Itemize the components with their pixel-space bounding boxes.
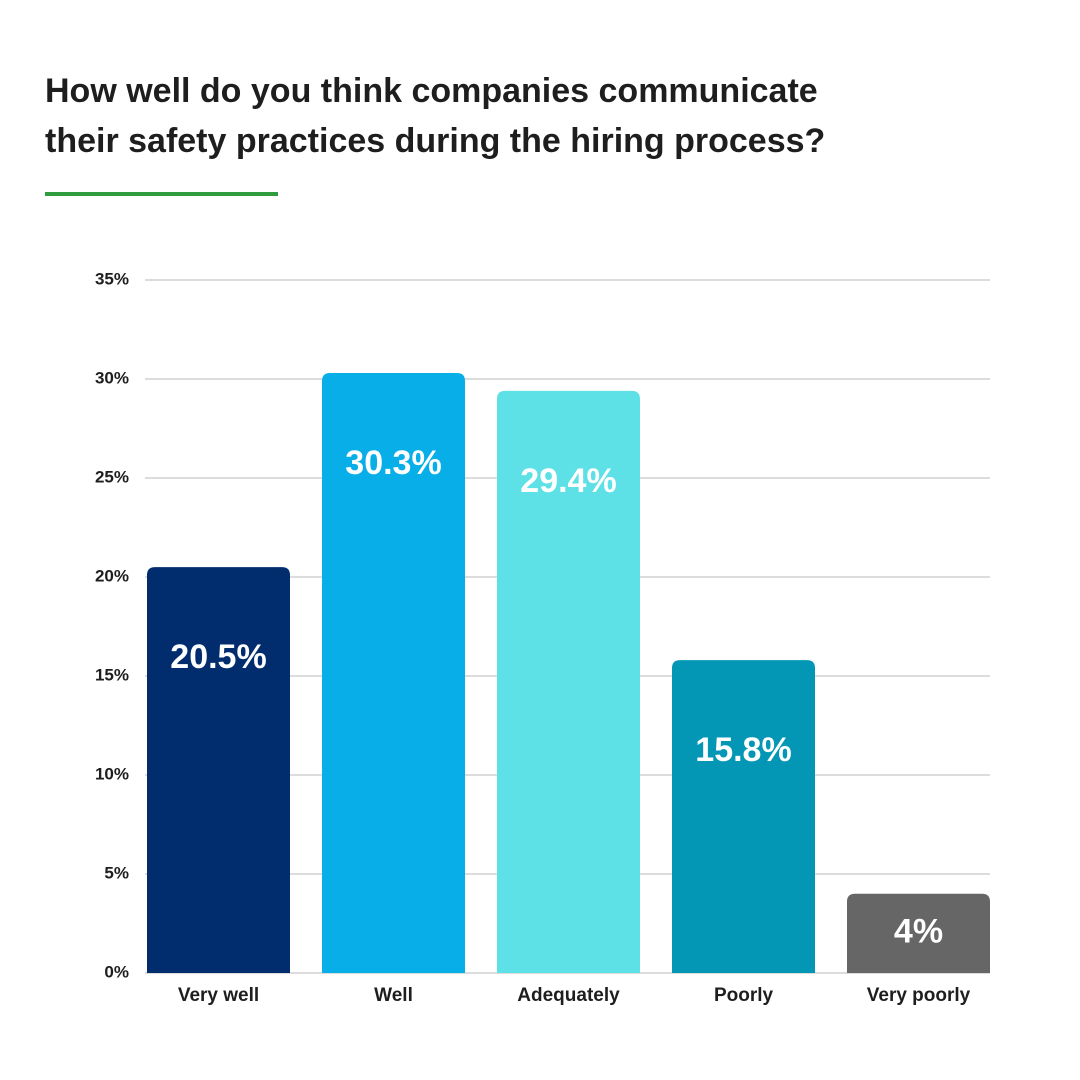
y-tick-label: 25% <box>95 467 129 486</box>
y-tick-label: 35% <box>95 269 129 288</box>
y-tick-label: 15% <box>95 665 129 684</box>
bar <box>322 373 465 973</box>
y-tick-label: 30% <box>95 368 129 387</box>
value-label: 29.4% <box>520 462 616 500</box>
bar <box>847 893 990 973</box>
value-label: 30.3% <box>345 444 441 482</box>
bar <box>672 660 815 973</box>
x-tick-label: Very well <box>178 985 259 1006</box>
value-label: 4% <box>894 912 943 950</box>
bar <box>147 567 290 973</box>
title-underline <box>45 192 278 196</box>
x-tick-label: Adequately <box>517 985 620 1006</box>
x-tick-label: Poorly <box>714 985 774 1006</box>
y-tick-label: 20% <box>95 566 129 585</box>
x-tick-label: Very poorly <box>867 985 971 1006</box>
value-label: 20.5% <box>170 638 266 676</box>
chart-title: How well do you think companies communic… <box>45 72 826 160</box>
y-tick-label: 0% <box>104 962 129 981</box>
bar <box>497 390 640 973</box>
y-tick-label: 10% <box>95 764 129 783</box>
x-tick-label: Well <box>374 985 413 1006</box>
value-label: 15.8% <box>695 731 791 769</box>
y-tick-label: 5% <box>104 863 129 882</box>
